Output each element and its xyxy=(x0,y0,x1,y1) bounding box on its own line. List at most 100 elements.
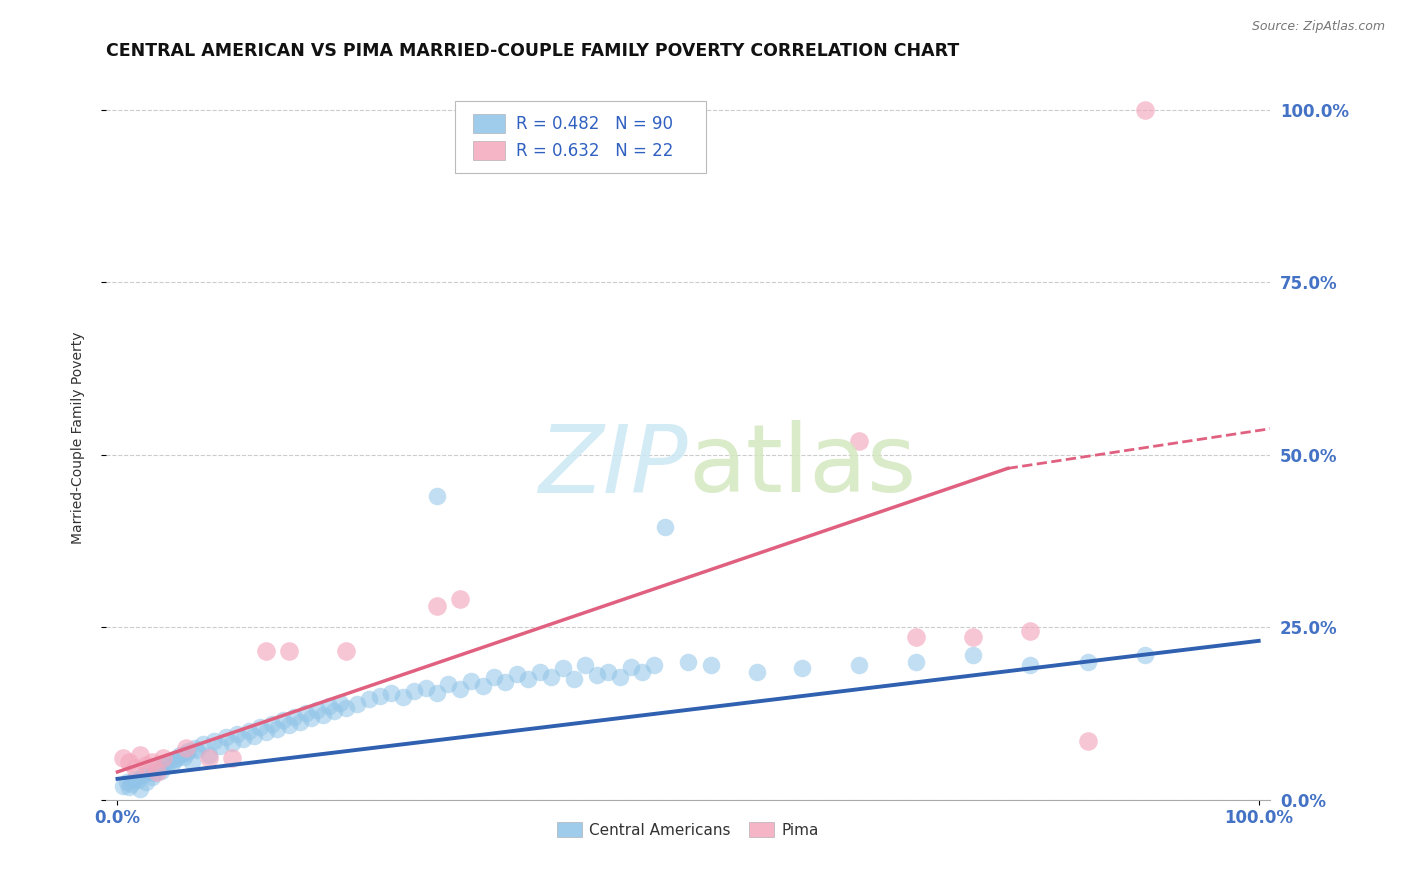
Point xyxy=(249,720,271,734)
Point xyxy=(131,768,153,782)
Point xyxy=(221,751,243,765)
Point xyxy=(169,747,191,762)
Point xyxy=(574,658,596,673)
FancyBboxPatch shape xyxy=(456,101,706,173)
Point xyxy=(146,764,169,779)
Point xyxy=(191,737,214,751)
Point xyxy=(152,758,174,772)
Point xyxy=(238,723,260,738)
Point xyxy=(562,672,585,686)
Point xyxy=(173,749,195,764)
Point xyxy=(135,775,157,789)
Point xyxy=(654,520,676,534)
Point xyxy=(482,670,505,684)
Point xyxy=(129,747,152,762)
Point xyxy=(294,706,316,721)
Point xyxy=(260,716,283,731)
Point xyxy=(129,782,152,797)
Point xyxy=(174,746,197,760)
Point xyxy=(277,718,299,732)
Point xyxy=(127,773,149,788)
Point xyxy=(301,711,323,725)
Point xyxy=(551,661,574,675)
Point xyxy=(163,752,186,766)
Legend: Central Americans, Pima: Central Americans, Pima xyxy=(551,816,825,844)
Point xyxy=(1133,103,1156,117)
Point xyxy=(155,759,177,773)
Point xyxy=(118,755,141,769)
Point xyxy=(357,692,380,706)
Point xyxy=(318,699,340,714)
Point xyxy=(404,683,426,698)
Point xyxy=(517,672,540,686)
Point xyxy=(335,701,357,715)
Point xyxy=(124,762,146,776)
Point xyxy=(157,755,180,769)
Point xyxy=(609,670,631,684)
Point xyxy=(426,685,449,699)
Point xyxy=(415,681,437,695)
Point xyxy=(792,661,814,675)
Point xyxy=(141,755,163,769)
Point xyxy=(186,743,208,757)
Point xyxy=(204,734,226,748)
Point xyxy=(197,747,219,762)
Point xyxy=(112,751,135,765)
Point xyxy=(905,631,928,645)
Point xyxy=(598,665,620,679)
Point xyxy=(905,655,928,669)
Text: Source: ZipAtlas.com: Source: ZipAtlas.com xyxy=(1251,20,1385,33)
Point xyxy=(676,655,699,669)
Point xyxy=(391,690,413,705)
Text: atlas: atlas xyxy=(688,420,917,512)
Point xyxy=(184,740,207,755)
Text: R = 0.632   N = 22: R = 0.632 N = 22 xyxy=(516,142,673,160)
Point xyxy=(226,727,249,741)
Point xyxy=(368,689,391,703)
Point xyxy=(277,644,299,658)
Point xyxy=(166,751,188,765)
Point xyxy=(506,667,529,681)
Point xyxy=(141,771,163,785)
Point xyxy=(288,715,311,730)
Point xyxy=(149,764,172,778)
Point xyxy=(631,665,654,679)
Text: R = 0.482   N = 90: R = 0.482 N = 90 xyxy=(516,115,673,133)
Point xyxy=(138,764,160,779)
FancyBboxPatch shape xyxy=(472,114,505,133)
Point xyxy=(323,704,346,718)
Point xyxy=(232,731,254,746)
Point xyxy=(437,676,460,690)
Text: ZIP: ZIP xyxy=(538,421,688,512)
Point xyxy=(135,758,157,772)
Point xyxy=(495,675,517,690)
Point xyxy=(120,777,142,791)
Point xyxy=(540,670,562,684)
Point xyxy=(1019,658,1042,673)
Point xyxy=(112,779,135,793)
Point xyxy=(1019,624,1042,638)
Point xyxy=(585,668,607,682)
Point xyxy=(146,762,169,776)
Point xyxy=(254,725,277,739)
Point xyxy=(266,722,288,736)
Point xyxy=(460,673,482,688)
Point xyxy=(962,648,984,662)
Y-axis label: Married-Couple Family Poverty: Married-Couple Family Poverty xyxy=(72,331,86,543)
Point xyxy=(124,772,146,786)
Point xyxy=(209,739,232,753)
Point xyxy=(307,703,329,717)
Point xyxy=(471,679,494,693)
Point xyxy=(426,599,449,614)
Point xyxy=(848,434,870,448)
Point xyxy=(335,644,357,658)
Point xyxy=(620,660,643,674)
Point xyxy=(283,710,305,724)
Point xyxy=(449,592,471,607)
Point xyxy=(177,744,200,758)
Point xyxy=(426,489,449,503)
Point xyxy=(848,658,870,673)
Text: CENTRAL AMERICAN VS PIMA MARRIED-COUPLE FAMILY POVERTY CORRELATION CHART: CENTRAL AMERICAN VS PIMA MARRIED-COUPLE … xyxy=(105,42,959,60)
Point xyxy=(152,751,174,765)
Point xyxy=(143,766,166,780)
